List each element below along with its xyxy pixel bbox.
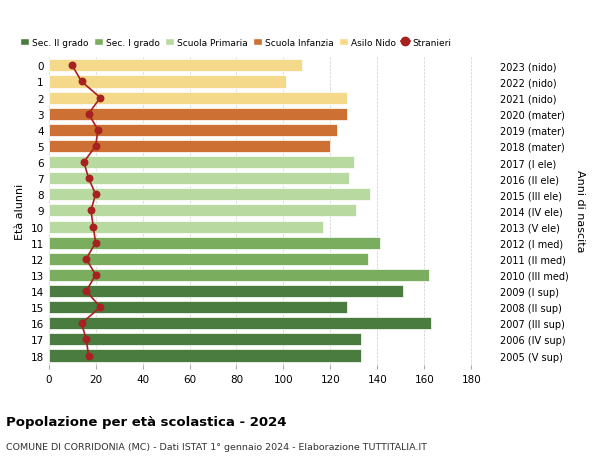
Bar: [49, 92, 347, 104]
Point: [77, 320, 86, 327]
Bar: [49, 157, 354, 169]
Bar: [49, 285, 403, 297]
Bar: [49, 253, 368, 265]
Bar: [49, 302, 347, 313]
Y-axis label: Anni di nascita: Anni di nascita: [575, 170, 585, 252]
Bar: [49, 269, 429, 281]
Bar: [49, 189, 370, 201]
Point: [84, 352, 94, 359]
Y-axis label: Età alunni: Età alunni: [15, 183, 25, 239]
Point: [95, 95, 105, 102]
Bar: [49, 205, 356, 217]
Point: [91, 191, 100, 199]
Bar: [49, 350, 361, 362]
Bar: [49, 237, 380, 249]
Point: [91, 272, 100, 279]
Text: COMUNE DI CORRIDONIA (MC) - Dati ISTAT 1° gennaio 2024 - Elaborazione TUTTITALIA: COMUNE DI CORRIDONIA (MC) - Dati ISTAT 1…: [6, 442, 427, 451]
Point: [79, 159, 89, 167]
Bar: [49, 221, 323, 233]
Point: [67, 62, 77, 70]
Point: [95, 304, 105, 311]
Bar: [49, 60, 302, 72]
Bar: [49, 318, 431, 330]
Point: [82, 288, 91, 295]
Point: [93, 127, 103, 134]
Bar: [49, 140, 331, 153]
Point: [82, 336, 91, 343]
Point: [86, 207, 96, 215]
Point: [91, 143, 100, 150]
Point: [77, 78, 86, 86]
Bar: [49, 108, 347, 121]
Bar: [49, 334, 361, 346]
Bar: [49, 76, 286, 88]
Point: [82, 256, 91, 263]
Legend: Sec. II grado, Sec. I grado, Scuola Primaria, Scuola Infanzia, Asilo Nido, Stran: Sec. II grado, Sec. I grado, Scuola Prim…: [17, 35, 455, 51]
Text: Popolazione per età scolastica - 2024: Popolazione per età scolastica - 2024: [6, 415, 287, 428]
Point: [84, 111, 94, 118]
Point: [88, 224, 98, 231]
Bar: [49, 173, 349, 185]
Point: [84, 175, 94, 183]
Bar: [49, 124, 337, 137]
Point: [91, 240, 100, 247]
